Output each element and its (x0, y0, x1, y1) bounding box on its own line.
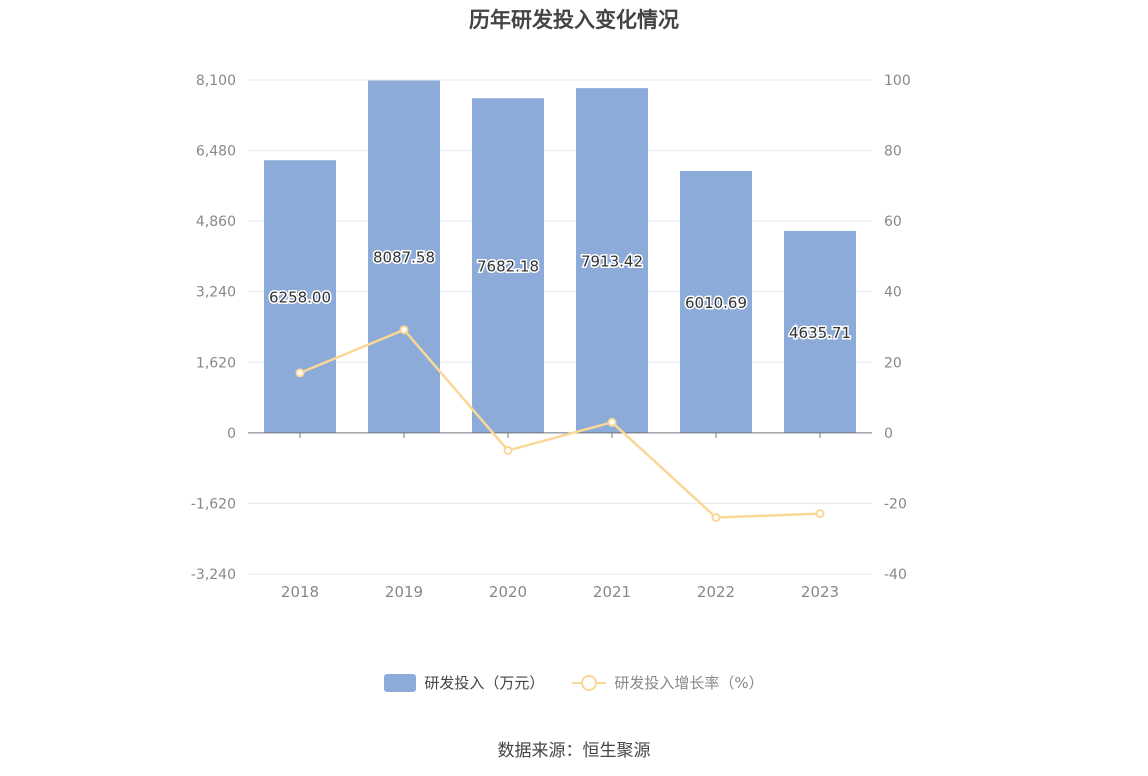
bar (264, 160, 336, 433)
legend-bar-swatch (384, 673, 417, 692)
y-left-tick-label: -1,620 (191, 496, 236, 512)
y-left-tick-label: 3,240 (196, 285, 236, 301)
bar-data-label: 6010.69 (685, 294, 747, 312)
chart-plot: -3,240 -1,620 0 1,620 3,240 4,860 6,480 8,100 -4… (191, 73, 911, 601)
y-left-tick-label: 1,620 (196, 355, 236, 371)
x-tick-label: 2020 (489, 583, 527, 601)
growth-point (503, 446, 513, 455)
source-note: 数据来源：恒生聚源 (497, 741, 651, 761)
growth-line (299, 328, 821, 519)
bar-data-label: 7682.18 (477, 258, 539, 276)
y-right-tick-label: 40 (884, 285, 902, 301)
bar-data-label: 8087.58 (373, 249, 435, 267)
x-tick-label: 2023 (801, 583, 839, 601)
legend-item-line[interactable]: 研发投入增长率（%） (572, 672, 764, 693)
x-tick-label: 2021 (593, 583, 631, 601)
growth-point (711, 513, 721, 523)
legend: 研发投入（万元） 研发投入增长率（%） (0, 672, 1148, 693)
y-right-tick-label: -20 (884, 496, 907, 512)
x-tick-label: 2018 (281, 583, 319, 601)
bar-data-label: 6258.00 (269, 289, 331, 307)
y-right-tick-label: 20 (884, 355, 902, 371)
legend-item-bar[interactable]: 研发投入（万元） (384, 672, 544, 693)
growth-point (815, 509, 825, 519)
bar (576, 88, 648, 433)
y-right-tick-label: -40 (884, 567, 907, 583)
chart-title: 历年研发投入变化情况 (469, 8, 679, 32)
bar (368, 80, 440, 433)
bar (680, 171, 752, 433)
bar (472, 98, 544, 433)
y-right-tick-label: 0 (884, 426, 893, 442)
growth-point (607, 417, 617, 427)
bar (784, 230, 856, 433)
legend-bar-label: 研发投入（万元） (424, 674, 545, 692)
y-left-tick-label: 4,860 (196, 214, 236, 230)
y-left-tick-label: 0 (227, 426, 236, 442)
y-right-tick-label: 60 (884, 214, 902, 230)
x-tick-label: 2019 (385, 583, 423, 601)
y-left-tick-label: 8,100 (196, 73, 236, 89)
y-right-tick-label: 100 (884, 73, 911, 89)
x-tick-label: 2022 (697, 583, 735, 601)
legend-line-swatch (572, 674, 607, 692)
growth-point (295, 368, 305, 378)
bar-data-label: 4635.71 (789, 324, 851, 342)
y-left-tick-label: -3,240 (191, 567, 236, 583)
y-right-tick-label: 80 (884, 144, 902, 160)
growth-point (399, 325, 409, 335)
legend-line-label: 研发投入增长率（%） (614, 674, 764, 692)
y-left-tick-label: 6,480 (196, 144, 236, 160)
bar-data-label: 7913.42 (581, 252, 643, 270)
